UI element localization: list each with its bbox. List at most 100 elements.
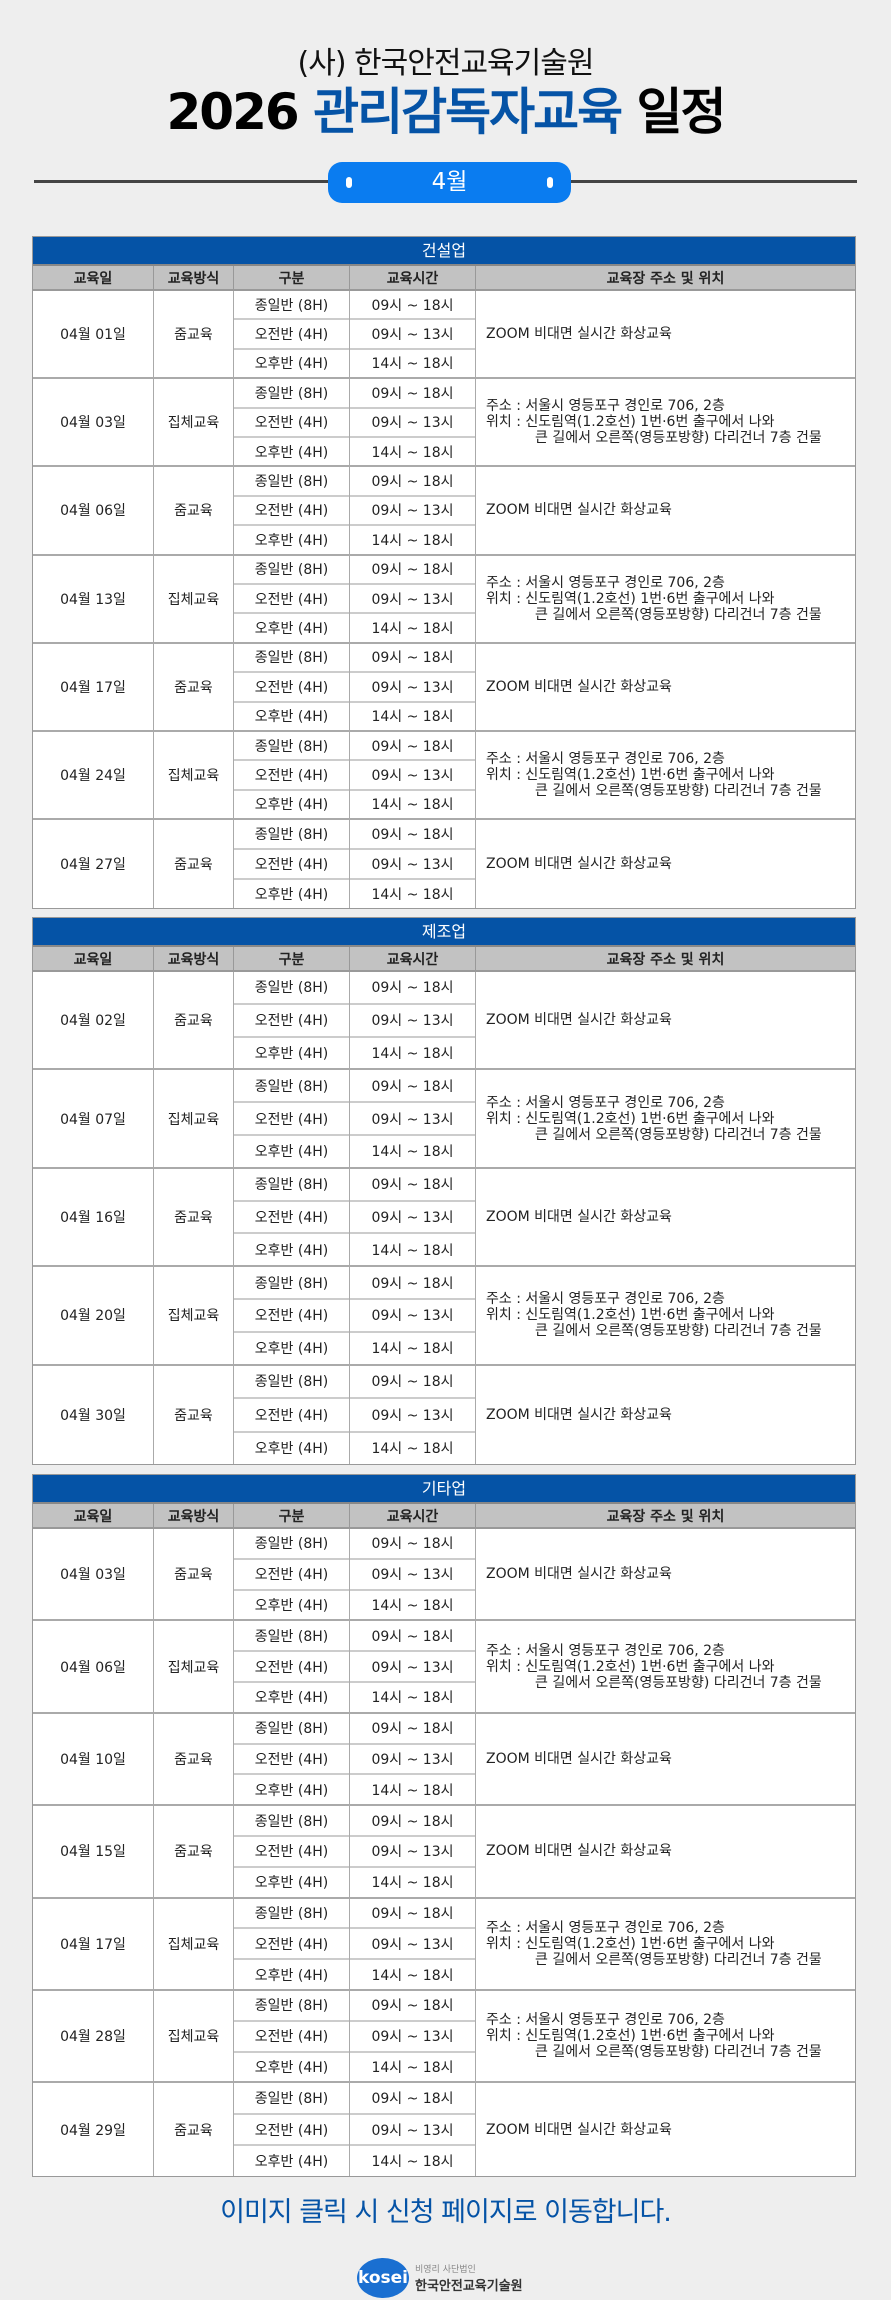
dot-icon [547, 177, 553, 188]
session-name: 오전반 (4H) [234, 497, 349, 527]
location-line: 주소 : 서울시 영등포구 경인로 706, 2층 [486, 751, 725, 768]
time-list: 09시 ~ 18시 09시 ~ 13시 14시 ~ 18시 [350, 2083, 476, 2176]
session-time: 14시 ~ 18시 [371, 1144, 454, 1161]
location-line: 큰 길에서 오른쪽(영등포방향) 다리건너 7층 건물 [535, 783, 822, 800]
table-section-title: 건설업 [33, 237, 855, 264]
session-name: 종일반 (8H) [234, 2083, 349, 2115]
location-cell: 주소 : 서울시 영등포구 경인로 706, 2층 위치 : 신도림역(1.2호선… [476, 732, 855, 818]
session-time: 09시 ~ 13시 [350, 673, 475, 703]
date-cell: 04월 15일 [33, 1806, 154, 1897]
method-cell: 집체교육 [154, 1990, 234, 2082]
location-line: ZOOM 비대면 실시간 화상교육 [486, 326, 672, 343]
column-header: 교육시간 [350, 947, 476, 970]
session-time: 14시 ~ 18시 [371, 444, 454, 461]
session-list: 종일반 (8H) 오전반 (4H) 오후반 (4H) [234, 291, 350, 378]
column-header: 교육일 [33, 1504, 154, 1527]
session-name: 종일반 (8H) [234, 644, 349, 674]
session-time: 14시 ~ 18시 [371, 1441, 454, 1458]
session-name: 오전반 (4H) [234, 1652, 349, 1683]
location-line: 큰 길에서 오른쪽(영등포방향) 다리건너 7층 건물 [535, 1323, 822, 1340]
session-time: 09시 ~ 13시 [350, 850, 475, 881]
table-row: 04월 15일 줌교육 종일반 (8H) 오전반 (4H) 오후반 (4H) 09시 ~ … [33, 1806, 855, 1899]
session-time: 14시 ~ 18시 [371, 2059, 454, 2076]
time-list: 09시 ~ 18시 09시 ~ 13시 14시 ~ 18시 [350, 1898, 476, 1989]
column-header: 교육일 [33, 266, 154, 289]
time-list: 09시 ~ 18시 09시 ~ 13시 14시 ~ 18시 [350, 643, 476, 730]
session-name: 종일반 (8H) [234, 556, 349, 585]
session-name: 오후반 (4H) [254, 621, 329, 638]
session-name: 오후반 (4H) [254, 797, 329, 814]
org-title: (사) 한국안전교육기술원 [297, 46, 595, 81]
date-cell: 04월 06일 [33, 467, 154, 554]
date-cell: 04월 10일 [33, 1713, 154, 1805]
column-header: 구분 [234, 266, 350, 289]
method-cell: 줌교육 [154, 1529, 234, 1620]
location-cell: ZOOM 비대면 실시간 화상교육 [476, 972, 855, 1068]
session-time: 09시 ~ 18시 [350, 732, 475, 762]
session-name: 오전반 (4H) [234, 585, 349, 615]
session-list: 종일반 (8H) 오전반 (4H) 오후반 (4H) [234, 972, 350, 1069]
session-list: 종일반 (8H) 오전반 (4H) 오후반 (4H) [234, 1267, 350, 1364]
time-list: 09시 ~ 18시 09시 ~ 13시 14시 ~ 18시 [350, 1267, 476, 1364]
location-cell: 주소 : 서울시 영등포구 경인로 706, 2층 위치 : 신도림역(1.2호선… [476, 556, 855, 642]
location-line: 큰 길에서 오른쪽(영등포방향) 다리건너 7층 건물 [535, 2044, 822, 2061]
method-cell: 집체교육 [154, 1621, 234, 1712]
session-name: 오후반 (4H) [254, 1242, 329, 1259]
session-time: 14시 ~ 18시 [371, 621, 454, 638]
session-time: 09시 ~ 13시 [350, 1300, 475, 1333]
location-line: 큰 길에서 오른쪽(영등포방향) 다리건너 7층 건물 [535, 1674, 822, 1691]
session-time: 14시 ~ 18시 [371, 356, 454, 373]
session-list: 종일반 (8H) 오전반 (4H) 오후반 (4H) [234, 2083, 350, 2176]
session-name: 오후반 (4H) [254, 887, 329, 904]
session-name: 오전반 (4H) [234, 761, 349, 791]
time-list: 09시 ~ 18시 09시 ~ 13시 14시 ~ 18시 [350, 1713, 476, 1805]
time-list: 09시 ~ 18시 09시 ~ 13시 14시 ~ 18시 [350, 1621, 476, 1712]
session-name: 오후반 (4H) [254, 1045, 329, 1062]
session-time: 09시 ~ 13시 [350, 1929, 475, 1961]
location-cell: 주소 : 서울시 영등포구 경인로 706, 2층 위치 : 신도림역(1.2호선… [476, 379, 855, 465]
location-line: 주소 : 서울시 영등포구 경인로 706, 2층 [486, 398, 725, 415]
session-name: 오전반 (4H) [234, 1837, 349, 1868]
session-name: 종일반 (8H) [234, 972, 349, 1005]
session-time: 09시 ~ 13시 [350, 1202, 475, 1235]
session-time: 09시 ~ 18시 [350, 467, 475, 497]
page-title: 2026 관리감독자교육 일정 [0, 72, 891, 144]
location-line: 큰 길에서 오른쪽(영등포방향) 다리건너 7층 건물 [535, 1951, 822, 1968]
method-cell: 줌교육 [154, 972, 234, 1069]
location-line: ZOOM 비대면 실시간 화상교육 [486, 856, 672, 873]
session-time: 09시 ~ 18시 [350, 1070, 475, 1104]
column-header: 구분 [234, 1504, 350, 1527]
table-header: 교육일 교육방식 구분 교육시간 교육장 주소 및 위치 [33, 945, 855, 972]
column-header: 교육시간 [350, 266, 476, 289]
logo-subtitle: 비영리 사단법인 [415, 2265, 476, 2275]
date-cell: 04월 17일 [33, 643, 154, 730]
session-name: 종일반 (8H) [234, 1806, 349, 1837]
date-cell: 04월 29일 [33, 2083, 154, 2176]
session-name: 오후반 (4H) [254, 1875, 329, 1892]
session-time: 09시 ~ 13시 [350, 1745, 475, 1776]
session-time: 14시 ~ 18시 [371, 709, 454, 726]
session-list: 종일반 (8H) 오전반 (4H) 오후반 (4H) [234, 555, 350, 642]
table-row: 04월 10일 줌교육 종일반 (8H) 오전반 (4H) 오후반 (4H) 09시 ~ … [33, 1713, 855, 1807]
session-time: 09시 ~ 18시 [350, 1529, 475, 1560]
session-time: 14시 ~ 18시 [371, 1341, 454, 1358]
session-name: 오전반 (4H) [234, 1300, 349, 1333]
session-name: 종일반 (8H) [234, 1529, 349, 1560]
method-cell: 줌교육 [154, 1713, 234, 1805]
location-cell: ZOOM 비대면 실시간 화상교육 [476, 820, 855, 908]
session-name: 종일반 (8H) [234, 1991, 349, 2022]
location-line: 위치 : 신도림역(1.2호선) 1번·6번 출구에서 나와 [486, 767, 775, 784]
column-header: 교육장 주소 및 위치 [606, 1508, 725, 1525]
time-list: 09시 ~ 18시 09시 ~ 13시 14시 ~ 18시 [350, 379, 476, 466]
apply-link[interactable]: 이미지 클릭 시 신청 페이지로 이동합니다. [220, 2197, 672, 2228]
session-list: 종일반 (8H) 오전반 (4H) 오후반 (4H) [234, 820, 350, 909]
location-cell: 주소 : 서울시 영등포구 경인로 706, 2층 위치 : 신도림역(1.2호선… [476, 1991, 855, 2081]
column-header: 구분 [234, 947, 350, 970]
time-list: 09시 ~ 18시 09시 ~ 13시 14시 ~ 18시 [350, 1529, 476, 1620]
method-cell: 집체교육 [154, 1070, 234, 1167]
table-row: 04월 01일 줌교육 종일반 (8H) 오전반 (4H) 오후반 (4H) 09시 ~ … [33, 291, 855, 380]
session-name: 종일반 (8H) [234, 291, 349, 321]
method-cell: 줌교육 [154, 1806, 234, 1897]
date-cell: 04월 27일 [33, 820, 154, 909]
schedule-table: 건설업 교육일 교육방식 구분 교육시간 교육장 주소 및 위치 04월 01일 줌교육 종일반… [32, 236, 856, 910]
